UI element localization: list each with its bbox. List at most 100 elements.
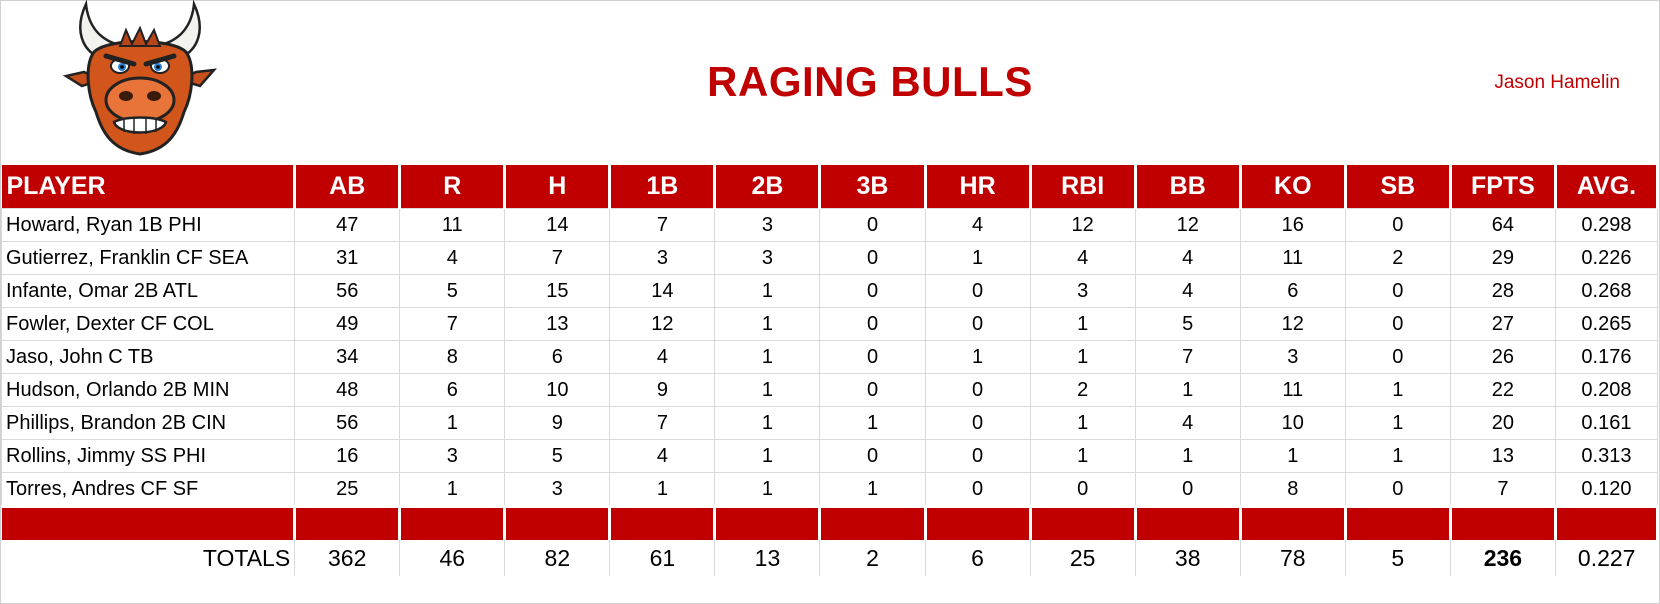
stat-cell-1b: 12: [609, 307, 716, 341]
column-header-ko[interactable]: KO: [1238, 165, 1347, 209]
stat-cell-r: 4: [399, 241, 506, 275]
owner-name: Jason Hamelin: [1494, 72, 1620, 93]
stat-cell-fpts: 7: [1449, 472, 1556, 507]
total-sb: 5: [1344, 540, 1451, 576]
stat-cell-2b: 1: [714, 406, 821, 440]
stat-cell-bb: 5: [1134, 307, 1241, 341]
column-header-rbi[interactable]: RBI: [1028, 165, 1137, 209]
stat-cell-ab: 25: [294, 472, 401, 507]
stat-cell-sb: 0: [1344, 208, 1451, 242]
stat-cell-h: 13: [504, 307, 611, 341]
stat-cell-ab: 56: [294, 406, 401, 440]
table-row: Infante, Omar 2B ATL 56 5 15 14 1 0 0 3 4 6 0 28 0.26…: [0, 274, 1659, 308]
band-cell: [1238, 505, 1347, 540]
stat-cell-avg: 0.161: [1554, 406, 1659, 440]
column-header-ab[interactable]: AB: [293, 165, 402, 209]
stat-cell-hr: 4: [924, 208, 1031, 242]
stat-cell-fpts: 27: [1449, 307, 1556, 341]
player-name-cell: Infante, Omar 2B ATL: [0, 274, 296, 308]
stat-cell-avg: 0.226: [1554, 241, 1659, 275]
column-header-player[interactable]: PLAYER: [1, 165, 297, 209]
stat-cell-hr: 1: [924, 340, 1031, 374]
stat-cell-r: 8: [399, 340, 506, 374]
stat-cell-fpts: 28: [1449, 274, 1556, 308]
table-row: Gutierrez, Franklin CF SEA 31 4 7 3 3 0 1 4 4 11 2 2…: [0, 241, 1659, 275]
stat-cell-hr: 0: [924, 274, 1031, 308]
stat-cell-fpts: 26: [1449, 340, 1556, 374]
column-header-sb[interactable]: SB: [1343, 165, 1452, 209]
player-name-cell: Rollins, Jimmy SS PHI: [0, 439, 296, 473]
column-header-r[interactable]: R: [398, 165, 507, 209]
stat-cell-3b: 0: [819, 439, 926, 473]
header-row: PLAYER AB R H 1B 2B 3B HR RBI BB KO SB F…: [1, 165, 1660, 209]
stat-cell-2b: 1: [714, 340, 821, 374]
stat-cell-1b: 3: [609, 241, 716, 275]
total-r: 46: [399, 540, 505, 576]
stat-cell-sb: 0: [1344, 472, 1451, 507]
band-cell: [713, 505, 822, 540]
stat-cell-bb: 1: [1134, 439, 1241, 473]
stat-cell-ab: 16: [294, 439, 401, 473]
total-fpts: 236: [1449, 540, 1556, 576]
stat-cell-rbi: 1: [1029, 406, 1136, 440]
column-header-2b[interactable]: 2B: [713, 165, 822, 209]
stat-cell-ab: 34: [294, 340, 401, 374]
stat-cell-bb: 7: [1134, 340, 1241, 374]
player-stats-table: PLAYER AB R H 1B 2B 3B HR RBI BB KO SB F…: [0, 165, 1660, 576]
band-cell: [608, 505, 717, 540]
stat-cell-3b: 0: [819, 208, 926, 242]
stat-cell-2b: 1: [714, 439, 821, 473]
stat-cell-hr: 0: [924, 439, 1031, 473]
stat-cell-3b: 0: [819, 340, 926, 374]
stat-cell-3b: 1: [819, 472, 926, 507]
stat-cell-bb: 4: [1134, 406, 1241, 440]
stat-cell-rbi: 1: [1029, 307, 1136, 341]
stat-cell-ab: 48: [294, 373, 401, 407]
column-header-fpts[interactable]: FPTS: [1448, 165, 1557, 209]
total-ab: 362: [294, 540, 400, 576]
stat-cell-h: 6: [504, 340, 611, 374]
stat-cell-ko: 6: [1239, 274, 1346, 308]
stat-cell-rbi: 3: [1029, 274, 1136, 308]
total-1b: 61: [609, 540, 715, 576]
stat-cell-h: 10: [504, 373, 611, 407]
stat-cell-r: 3: [399, 439, 506, 473]
total-rbi: 25: [1029, 540, 1136, 576]
stat-cell-3b: 1: [819, 406, 926, 440]
stat-cell-r: 1: [399, 406, 506, 440]
column-header-h[interactable]: H: [503, 165, 612, 209]
stat-cell-sb: 1: [1344, 439, 1451, 473]
stat-cell-fpts: 22: [1449, 373, 1556, 407]
stat-cell-rbi: 1: [1029, 340, 1136, 374]
column-header-hr[interactable]: HR: [923, 165, 1032, 209]
player-rows: Howard, Ryan 1B PHI 47 11 14 7 3 0 4 12 12 16 0 64 0.…: [0, 208, 1659, 507]
stat-cell-h: 14: [504, 208, 611, 242]
stat-cell-avg: 0.268: [1554, 274, 1659, 308]
band-cell: [1553, 505, 1660, 540]
stat-cell-sb: 0: [1344, 307, 1451, 341]
column-header-1b[interactable]: 1B: [608, 165, 717, 209]
totals-label: TOTALS: [202, 544, 291, 571]
column-header-3b[interactable]: 3B: [818, 165, 927, 209]
stat-cell-fpts: 64: [1449, 208, 1556, 242]
stat-cell-fpts: 29: [1449, 241, 1556, 275]
stat-cell-r: 5: [399, 274, 506, 308]
stat-cell-rbi: 4: [1029, 241, 1136, 275]
team-logo: [60, 0, 220, 165]
stat-cell-sb: 1: [1344, 406, 1451, 440]
column-header-avg[interactable]: AVG.: [1553, 165, 1660, 209]
table-row: Torres, Andres CF SF 25 1 3 1 1 1 0 0 0 8 0 7 0.120: [0, 472, 1659, 507]
player-name-cell: Gutierrez, Franklin CF SEA: [0, 241, 296, 275]
player-name-cell: Torres, Andres CF SF: [0, 472, 296, 507]
stat-cell-bb: 0: [1134, 472, 1241, 507]
stat-cell-2b: 3: [714, 241, 821, 275]
stat-cell-avg: 0.120: [1554, 472, 1659, 507]
table-row: Hudson, Orlando 2B MIN 48 6 10 9 1 0 0 2 1 11 1 22 0.…: [0, 373, 1659, 407]
stat-cell-sb: 0: [1344, 274, 1451, 308]
stat-cell-avg: 0.265: [1554, 307, 1659, 341]
column-header-bb[interactable]: BB: [1133, 165, 1242, 209]
stat-cell-1b: 14: [609, 274, 716, 308]
stat-cell-ko: 16: [1239, 208, 1346, 242]
stat-cell-h: 5: [504, 439, 611, 473]
table-row: Howard, Ryan 1B PHI 47 11 14 7 3 0 4 12 12 16 0 64 0.…: [0, 208, 1659, 242]
